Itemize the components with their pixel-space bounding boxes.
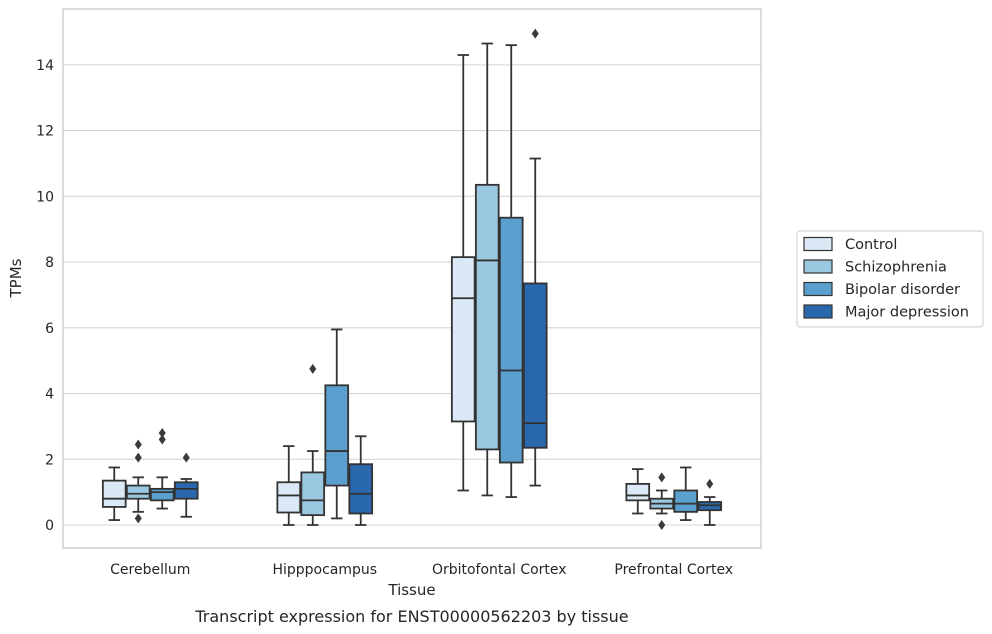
box-body <box>348 463 374 515</box>
box-major-depression <box>173 452 199 518</box>
outlier-point <box>658 519 666 530</box>
box-control <box>450 54 476 492</box>
box-body <box>673 489 699 513</box>
box-body <box>522 282 548 449</box>
box-schizophrenia <box>125 439 151 524</box>
box-schizophrenia <box>649 472 675 530</box>
plot-area <box>63 9 761 548</box>
legend-label: Control <box>845 237 897 253</box>
box-schizophrenia <box>300 363 326 526</box>
box-body <box>149 487 175 502</box>
x-tick-label: Orbitofontal Cortex <box>432 562 567 578</box>
outlier-point <box>182 452 190 463</box>
y-tick-labels: 0 2 4 6 8 10 12 14 <box>36 58 54 534</box>
box-control <box>276 445 302 526</box>
x-tick-label: Prefrontal Cortex <box>614 562 733 578</box>
outlier-point <box>158 427 166 438</box>
box-body <box>173 481 199 500</box>
box-bipolar-disorder <box>324 328 350 520</box>
y-tick-label: 0 <box>45 518 54 534</box>
box-body <box>625 483 651 502</box>
box-control <box>625 468 651 515</box>
legend-swatch <box>803 259 833 274</box>
legend-frame <box>796 230 984 328</box>
box-body <box>450 256 476 423</box>
legend-label: Major depression <box>845 305 969 321</box>
x-axis-label: Tissue <box>387 581 435 599</box>
legend-label: Bipolar disorder <box>845 282 960 298</box>
x-tick-label: Hipppocampus <box>272 562 377 578</box>
box-major-depression <box>697 478 723 526</box>
x-tick-label: Cerebellum <box>110 562 190 578</box>
box-body <box>474 183 500 451</box>
box-bipolar-disorder <box>673 466 699 521</box>
box-body <box>101 479 127 508</box>
box-body <box>300 471 326 517</box>
box-body <box>125 484 151 500</box>
gridlines <box>63 64 761 526</box>
legend-swatch <box>803 304 833 319</box>
box-bipolar-disorder <box>149 427 175 510</box>
y-tick-label: 8 <box>45 255 54 271</box>
y-tick-label: 10 <box>36 189 54 205</box>
y-tick-label: 4 <box>45 387 54 403</box>
box-control <box>101 466 127 521</box>
legend-label: Schizophrenia <box>845 260 947 276</box>
y-tick-label: 2 <box>45 452 54 468</box>
outlier-point <box>706 478 714 489</box>
x-tick-labels: Cerebellum Hipppocampus Orbitofontal Corte… <box>110 562 733 578</box>
box-body <box>324 384 350 487</box>
outlier-point <box>134 439 142 450</box>
y-tick-label: 6 <box>45 321 54 337</box>
box-body <box>498 216 524 464</box>
outlier-point <box>309 363 317 374</box>
boxes <box>101 28 723 530</box>
legend: Control Schizophrenia Bipolar disorder Majo… <box>796 230 984 328</box>
box-major-depression <box>522 28 548 487</box>
legend-swatch <box>803 236 833 252</box>
box-schizophrenia <box>474 42 500 497</box>
y-tick-label: 14 <box>36 58 54 74</box>
y-axis-label: TPMs <box>7 258 25 298</box>
box-major-depression <box>348 435 374 526</box>
plot-frame <box>62 8 762 549</box>
y-tick-label: 12 <box>36 124 54 140</box>
outlier-point <box>658 472 666 483</box>
outlier-point <box>134 452 142 463</box>
legend-swatch <box>803 281 833 297</box>
outlier-point <box>531 28 539 39</box>
box-body <box>276 481 302 514</box>
outlier-point <box>158 434 166 445</box>
outlier-point <box>134 513 142 524</box>
box-bipolar-disorder <box>498 44 524 498</box>
chart-caption: Transcript expression for ENST0000056220… <box>194 607 628 626</box>
